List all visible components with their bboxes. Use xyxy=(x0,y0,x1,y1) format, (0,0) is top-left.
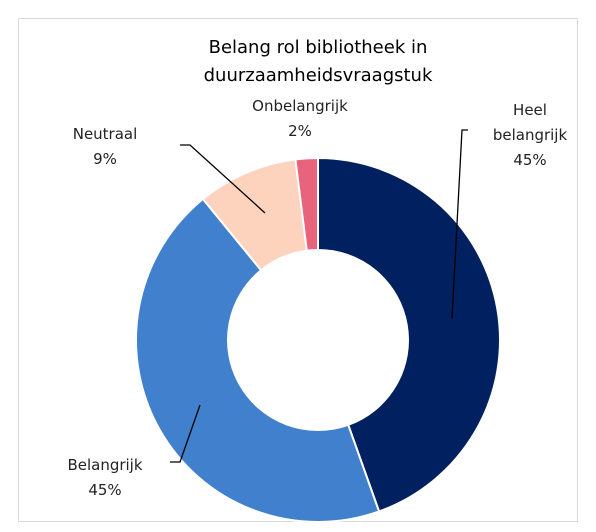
data-label: Onbelangrijk 2% xyxy=(240,94,360,144)
label-name: Heel belangrijk xyxy=(492,101,568,144)
slice xyxy=(135,197,381,523)
leader-line xyxy=(451,129,468,319)
slice xyxy=(317,156,501,513)
data-label: Heel belangrijk 45% xyxy=(480,98,580,173)
label-value: 9% xyxy=(93,150,117,168)
label-value: 45% xyxy=(88,481,122,499)
label-name: Belangrijk xyxy=(67,456,143,474)
slices xyxy=(135,156,501,523)
data-label: Belangrijk 45% xyxy=(45,453,165,503)
leader-line xyxy=(180,144,266,214)
label-name: Neutraal xyxy=(72,125,138,143)
data-label: Neutraal 9% xyxy=(45,122,165,172)
leader-lines xyxy=(170,129,468,463)
leader-line xyxy=(170,404,201,463)
label-value: 45% xyxy=(513,151,547,169)
chart-title: Belang rol bibliotheek in duurzaamheidsv… xyxy=(203,37,433,86)
label-value: 2% xyxy=(288,122,312,140)
label-name: Onbelangrijk xyxy=(252,97,348,115)
slice xyxy=(294,156,319,252)
